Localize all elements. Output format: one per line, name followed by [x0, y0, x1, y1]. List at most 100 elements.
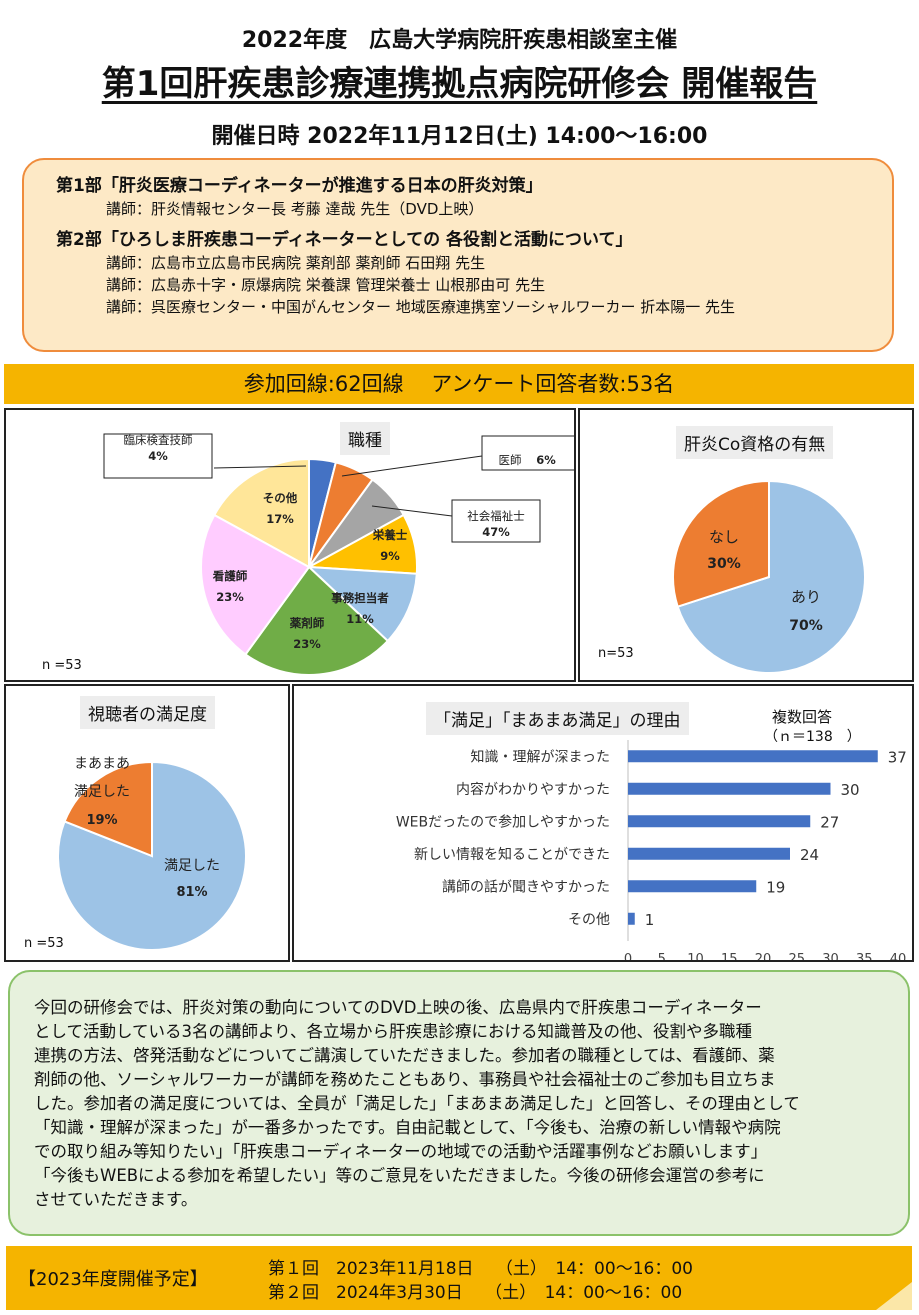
slice-pct-label: 23%	[293, 637, 321, 651]
callout-label: 医師	[499, 453, 522, 467]
bar-value-label: 24	[800, 846, 819, 864]
category-label: 講師の話が聞きやすかった	[442, 878, 610, 895]
satisfaction-n-label: n =53	[24, 936, 64, 951]
callout-label: 臨床検査技師	[124, 433, 193, 447]
category-label: 内容がわかりやすかった	[456, 781, 610, 798]
satisfaction-chart-panel: 視聴者の満足度 満足した 81% まあまあ満足した 19% n =53	[4, 684, 290, 962]
slice-label: 満足した	[74, 784, 130, 800]
bar	[628, 750, 878, 763]
reasons-chart-title: 「満足」「まあまあ満足」の理由	[426, 702, 689, 735]
pie-slice-1	[672, 479, 770, 608]
category-label: その他	[568, 912, 610, 928]
next-year-label: 【2023年度開催予定】	[18, 1269, 208, 1290]
category-label: 知識・理解が深まった	[471, 748, 610, 765]
pie-slice-1	[63, 760, 153, 858]
summary-line: させていただきます。	[34, 1190, 198, 1209]
callout-line	[213, 465, 307, 469]
summary-line: での取り組み等知りたい」「肝疾患コーディネーターの地域での活動や活躍事例などお願…	[34, 1142, 768, 1161]
x-tick-label: 30	[822, 952, 839, 960]
bar-value-label: 1	[645, 911, 655, 929]
qualification-pie-chart: あり 70% なし 30%	[672, 479, 866, 674]
slice-pct-label: 19%	[86, 813, 117, 828]
slice-label: まあまあ	[74, 756, 130, 772]
satisfaction-chart-title: 視聴者の満足度	[80, 696, 215, 729]
callout-pct: 4%	[148, 449, 168, 463]
summary-line: 剤師の他、ソーシャルワーカーが講師を務めたこともあり、事務員や社会福祉士のご参加…	[34, 1070, 776, 1089]
bar	[628, 912, 635, 925]
x-tick-label: 35	[856, 952, 873, 960]
reasons-chart-panel: 「満足」「まあまあ満足」の理由 複数回答 （ｎ＝138 ） 知識・理解が深まった…	[292, 684, 914, 962]
part1-title: 第1部「肝炎医療コーディネーターが推進する日本の肝炎対策」	[56, 176, 543, 196]
bar-value-label: 37	[888, 748, 907, 766]
occupation-pie-chart: 栄養士 9% 事務担当者 11% 薬剤師 23% 看護師 23% その他 17% 臨床検査技師 4% 医…	[103, 433, 574, 676]
page-curl-decoration	[876, 1282, 912, 1310]
slice-label: 満足した	[164, 858, 220, 874]
slice-label: あり	[791, 588, 821, 606]
pie-slice-6	[200, 513, 311, 656]
bar-value-label: 30	[841, 781, 860, 799]
callout-line	[341, 455, 483, 477]
bar-value-label: 19	[766, 878, 785, 896]
part2-lecturer: 講師：呉医療センター・中国がんセンター 地域医療連携室ソーシャルワーカー 折本陽…	[106, 298, 736, 316]
next-year-schedule: 【2023年度開催予定】 第１回 2023年11月18日 （土） 14：00～1…	[6, 1246, 912, 1310]
bar	[628, 880, 757, 893]
x-tick-label: 5	[658, 952, 666, 960]
slice-label: 事務担当者	[331, 591, 389, 605]
bar	[628, 847, 790, 860]
category-label: 新しい情報を知ることができた	[414, 846, 610, 863]
occupation-n-label: n =53	[42, 658, 82, 673]
event-datetime: 開催日時 2022年11月12日(土) 14:00～16:00	[211, 124, 708, 149]
bar-value-label: 27	[820, 813, 839, 831]
bar	[628, 815, 811, 828]
x-tick-label: 0	[624, 952, 632, 960]
part2-title: 第2部「ひろしま肝疾患コーディネーターとしての 各役割と活動について」	[56, 230, 633, 250]
summary-box: 今回の研修会では、肝炎対策の動向についてのDVD上映の後、広島県内で肝疾患コーデ…	[8, 970, 910, 1236]
report-subtitle: 2022年度 広島大学病院肝疾患相談室主催	[241, 28, 678, 53]
program-box: 第1部「肝炎医療コーディネーターが推進する日本の肝炎対策」 講師：肝炎情報センタ…	[22, 158, 894, 352]
reasons-n-label: （ｎ＝138 ）	[764, 729, 861, 745]
slice-label: 栄養士	[372, 528, 408, 542]
slice-pct-label: 70%	[789, 618, 823, 634]
slice-label: その他	[263, 491, 298, 505]
reasons-bar-chart: 知識・理解が深まった 37 内容がわかりやすかった 30 WEBだったので参加しやすかっ…	[396, 740, 907, 960]
summary-line: 「知識・理解が深まった」が一番多かったです。自由記載として、「今後も、治療の新し…	[34, 1118, 781, 1137]
satisfaction-pie-chart: 満足した 81% まあまあ満足した 19%	[57, 756, 247, 951]
slice-pct-label: 23%	[216, 590, 244, 604]
slice-pct-label: 30%	[707, 556, 741, 572]
callout-box	[103, 433, 213, 479]
occupation-chart-title: 職種	[340, 422, 390, 455]
slice-label: 看護師	[212, 569, 248, 583]
slice-label: 薬剤師	[289, 616, 325, 630]
summary-line: 「今後もWEBによる参加を希望したい」等のご意見をいただきました。今後の研修会運…	[34, 1166, 765, 1185]
category-label: WEBだったので参加しやすかった	[396, 813, 610, 830]
summary-line: 今回の研修会では、肝炎対策の動向についてのDVD上映の後、広島県内で肝疾患コーデ…	[34, 998, 762, 1017]
qualification-chart-title: 肝炎Co資格の有無	[676, 426, 834, 459]
callout-pct: 47%	[482, 525, 510, 539]
summary-line: した。参加者の満足度については、全員が「満足した」「まあまあ満足した」と回答し、…	[34, 1094, 800, 1113]
callout-pct: 6%	[536, 453, 556, 467]
bar	[628, 782, 831, 795]
slice-pct-label: 11%	[346, 612, 374, 626]
occupation-chart-panel: 職種 栄養士 9% 事務担当者 11% 薬剤師 23% 看護師 23% その他 17% 臨床検査技師…	[4, 408, 576, 682]
callout-line	[371, 505, 453, 517]
part2-lecturer: 講師：広島赤十字・原爆病院 栄養課 管理栄養士 山根那由可 先生	[106, 276, 546, 294]
slice-label: なし	[709, 528, 739, 546]
pie-slice-4	[306, 565, 418, 643]
attendance-banner: 参加回線:62回線 アンケート回答者数:53名	[4, 364, 914, 404]
callout-box	[481, 435, 574, 471]
x-tick-label: 40	[890, 952, 907, 960]
qualification-n-label: n=53	[598, 646, 634, 661]
slice-pct-label: 81%	[176, 885, 207, 900]
part1-lecturer: 講師：肝炎情報センター長 考藤 達哉 先生（DVD上映）	[106, 200, 484, 218]
report-title: 第1回肝疾患診療連携拠点病院研修会 開催報告	[0, 56, 919, 105]
schedule-row: 第１回 2023年11月18日 （土） 14：00～16：00	[268, 1259, 693, 1279]
pie-slice-7	[213, 457, 310, 569]
callout-box	[451, 499, 541, 543]
slice-pct-label: 9%	[380, 549, 400, 563]
summary-line: として活動している3名の講師より、各立場から肝疾患診療における知識普及の他、役割…	[34, 1022, 753, 1041]
x-tick-label: 15	[721, 952, 738, 960]
pie-slice-0	[676, 479, 866, 674]
slice-pct-label: 17%	[266, 512, 294, 526]
x-tick-label: 10	[687, 952, 704, 960]
reasons-note: 複数回答	[772, 708, 833, 726]
